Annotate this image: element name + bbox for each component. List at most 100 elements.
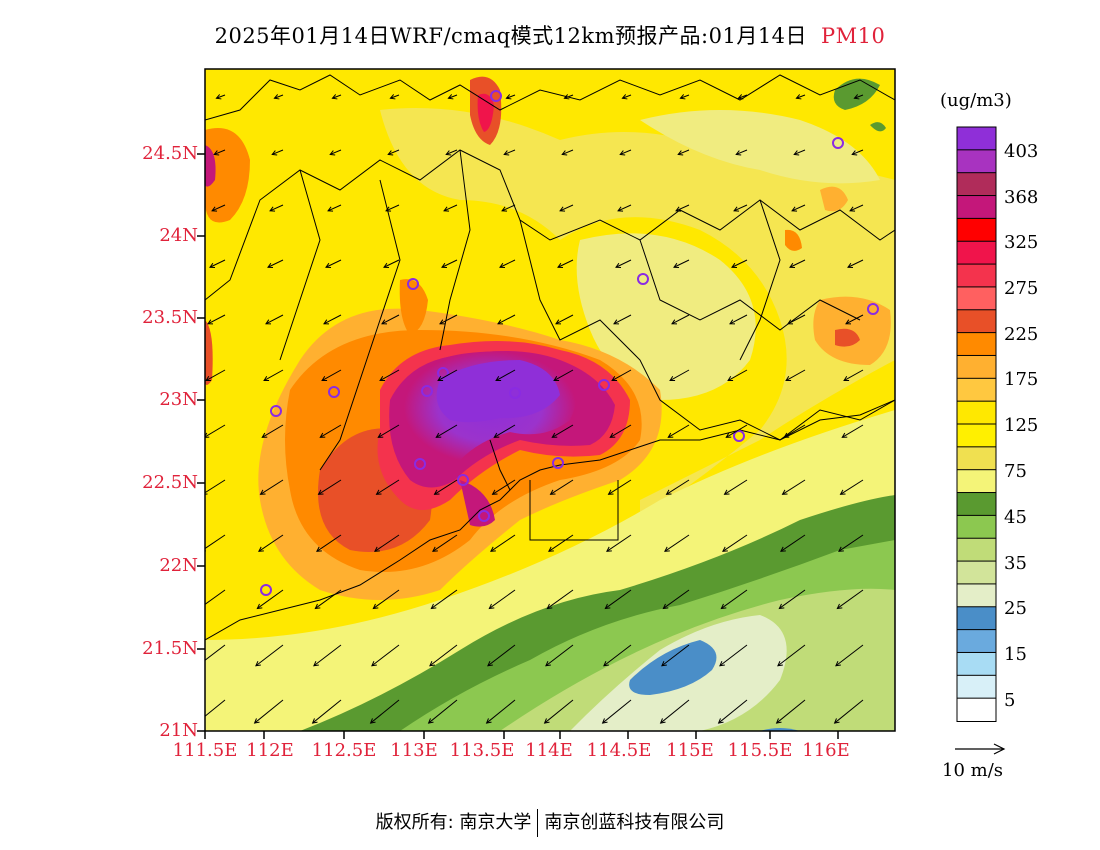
wind-arrow-head <box>325 262 332 268</box>
wind-arrow <box>661 644 690 667</box>
lon-label: 114E <box>525 740 573 761</box>
colorbar-label: 35 <box>1004 553 1027 574</box>
wind-arrow <box>669 369 690 381</box>
wind-arrow-head <box>207 319 214 325</box>
wind-arrow-head <box>673 262 680 268</box>
lon-label: 114.5E <box>586 740 652 761</box>
wind-arrow-head <box>447 94 454 100</box>
wind-arrow-head <box>795 94 802 100</box>
wind-arrow <box>610 424 632 438</box>
colorbar-units: (ug/m3) <box>940 90 1012 111</box>
wind-arrow <box>379 369 400 381</box>
wind-arrow-head <box>493 432 500 438</box>
wind-arrow <box>660 699 690 724</box>
wind-arrow <box>254 699 284 724</box>
wind-arrow <box>675 204 690 212</box>
wind-arrow <box>852 149 864 155</box>
wind-arrow <box>666 479 690 495</box>
wind-arrow-head <box>841 432 848 438</box>
wind-arrow-head <box>735 150 742 156</box>
wind-arrow-head <box>205 432 210 438</box>
wind-arrow-head <box>371 660 377 667</box>
wind-arrow-head <box>777 660 783 667</box>
wind-arrow-head <box>787 319 794 325</box>
wind-arrow-head <box>429 660 435 667</box>
wind-arrow <box>731 259 748 268</box>
wind-arrow-head <box>369 718 376 724</box>
wind-arrow-head <box>675 206 682 212</box>
wind-arrow <box>553 369 574 381</box>
wind-arrow <box>722 534 748 552</box>
wind-arrow-head <box>311 718 318 724</box>
wind-vectors <box>199 94 864 724</box>
wind-arrow-head <box>601 718 608 724</box>
wind-arrow <box>606 534 632 552</box>
wind-arrow <box>779 589 806 609</box>
wind-arrow <box>205 534 226 550</box>
wind-arrow-head <box>789 262 796 268</box>
wind-arrow <box>726 424 748 438</box>
wind-arrow-head <box>488 603 495 610</box>
wind-arrow <box>431 589 458 609</box>
wind-arrow-head <box>781 489 788 495</box>
wind-arrow-head <box>845 319 852 325</box>
wind-arrow <box>552 424 574 438</box>
wind-arrow <box>207 314 226 325</box>
wind-arrow-head <box>609 432 616 438</box>
wind-arrow-head <box>838 546 844 552</box>
wind-arrow <box>501 204 516 212</box>
wind-arrow-head <box>505 94 512 100</box>
lat-label: 22N <box>159 555 198 576</box>
wind-arrow-head <box>785 376 792 382</box>
wind-arrow <box>437 369 458 381</box>
wind-arrow <box>791 204 806 212</box>
map-title: 2025年01月14日WRF/cmaq模式12km预报产品:01月14日 PM10 <box>0 20 1100 50</box>
wind-arrow <box>504 149 516 155</box>
wind-arrow <box>258 534 284 552</box>
wind-arrow-head <box>719 660 725 667</box>
wind-arrow-head <box>314 603 321 610</box>
wind-arrow <box>785 369 806 381</box>
wind-arrow-head <box>561 150 568 156</box>
wind-arrow-head <box>780 546 786 552</box>
wind-arrow <box>381 314 400 325</box>
colorbar-label: 75 <box>1004 461 1027 482</box>
company-text: 南京创蓝科技有限公司 <box>544 812 725 833</box>
colorbar-swatch <box>956 126 997 151</box>
wind-arrow-head <box>851 150 858 156</box>
wind-arrow <box>390 94 400 99</box>
wind-arrow <box>383 259 400 268</box>
wind-arrow-head <box>839 489 846 495</box>
lat-label: 21.5N <box>142 638 198 659</box>
wind-arrow <box>782 479 806 495</box>
wind-arrow <box>603 644 632 667</box>
wind-arrow <box>680 94 690 99</box>
wind-arrow <box>718 699 748 724</box>
wind-arrow <box>321 369 342 381</box>
colorbar-label: 368 <box>1004 187 1039 208</box>
wind-arrow-head <box>439 319 446 325</box>
wind-arrow <box>727 369 748 381</box>
wind-arrow-head <box>501 206 508 212</box>
wind-arrow-head <box>199 604 204 609</box>
wind-arrow <box>550 479 574 495</box>
wind-arrow <box>733 204 748 212</box>
wind-arrow <box>548 534 574 552</box>
wind-arrow-head <box>383 262 390 268</box>
wind-arrow <box>664 534 690 552</box>
wind-arrow-head <box>374 546 380 552</box>
wind-arrow <box>370 699 400 724</box>
wind-arrow-head <box>258 546 264 552</box>
wind-arrow-head <box>387 150 394 156</box>
lon-label: 113.5E <box>449 740 515 761</box>
wind-arrow <box>325 259 342 268</box>
wind-arrow-head <box>729 319 736 325</box>
wind-arrow-head <box>375 489 382 495</box>
wind-arrow-head <box>833 718 840 724</box>
wind-arrow-head <box>849 206 856 212</box>
wind-arrow-head <box>205 489 208 495</box>
colorbar-swatch <box>956 423 997 448</box>
wind-arrow-head <box>435 432 442 438</box>
wind-arrow <box>388 149 400 155</box>
wind-arrow-head <box>443 206 450 212</box>
